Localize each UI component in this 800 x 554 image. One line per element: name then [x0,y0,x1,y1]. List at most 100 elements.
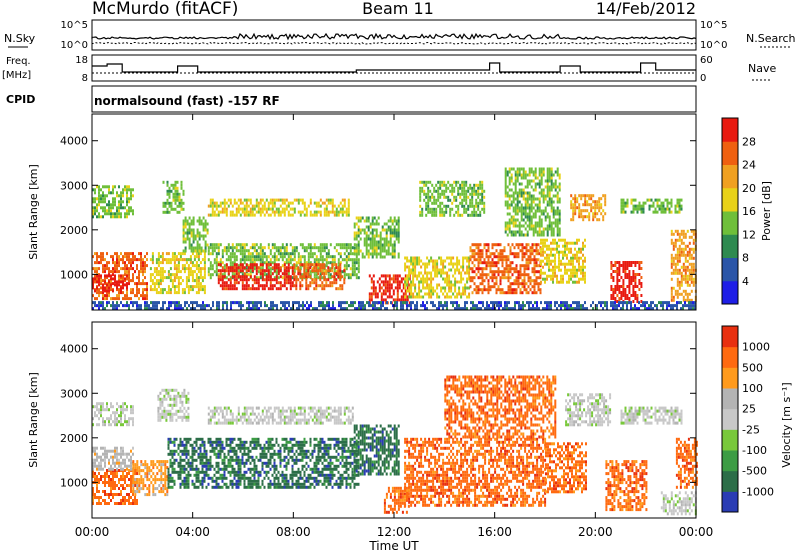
power-cell [358,304,360,308]
power-cell [430,292,433,296]
power-cell [317,269,320,273]
power-cell [484,307,486,311]
power-cell [279,198,282,202]
power-cell [209,243,212,247]
power-cell [172,186,175,190]
power-cell [252,307,254,311]
power-cell [243,255,246,259]
power-cell [506,191,509,195]
power-cell [421,210,424,214]
power-cell [106,264,108,268]
power-cell [442,265,445,269]
power-cell [229,198,232,202]
power-cell [100,291,102,295]
power-cell [297,252,300,256]
power-cell [345,258,348,262]
power-cell [98,267,100,271]
power-cell [487,279,490,283]
power-cell [383,249,386,253]
power-cell [380,274,383,278]
power-cell [372,286,375,290]
power-cell [418,280,421,284]
power-cell [116,264,118,268]
power-cell [544,271,546,275]
power-cell [265,273,268,277]
power-cell [514,212,517,216]
power-cell [584,194,587,198]
power-cell [257,252,260,256]
power-cell [442,304,444,308]
power-cell [265,263,268,267]
power-cell [285,249,288,253]
power-cell [178,307,180,311]
power-cell [283,263,286,267]
power-cell [526,233,529,237]
power-cell [140,267,142,271]
power-cell [223,249,226,253]
power-cell [387,225,390,229]
power-cell [376,292,379,296]
power-cell [614,291,617,294]
power-cell [538,218,541,222]
power-cell [98,203,100,207]
power-cell [182,222,185,226]
power-cell [678,204,681,208]
power-cell [359,228,362,232]
power-cell [419,180,422,184]
power-cell [419,189,422,193]
power-cell [98,289,100,293]
power-cell [552,206,555,210]
power-cell [518,209,521,213]
power-cell [128,200,130,204]
power-cell [469,204,472,208]
power-cell [337,204,340,208]
power-cell [157,264,160,268]
power-cell [536,233,539,237]
power-cell [686,253,689,257]
power-cell [353,237,356,241]
power-cell [410,271,413,275]
power-cell [532,179,535,183]
power-cell [335,263,338,267]
power-cell [514,197,517,201]
power-cell [450,280,453,284]
power-cell [574,203,577,207]
power-cell [422,295,425,299]
power-cell [690,271,693,275]
power-cell [287,204,290,208]
power-cell [261,278,264,282]
power-cell [475,192,478,196]
power-cell [341,275,344,279]
power-cell [106,283,108,287]
power-cell [273,261,276,265]
power-cell [355,258,358,262]
power-cell [353,261,356,265]
power-cell [365,231,368,235]
power-cell [554,218,557,222]
power-cell [172,207,175,211]
power-cell [223,246,226,250]
power-cell [574,197,577,201]
power-cell [122,200,124,204]
power-cell [382,298,385,302]
power-cell [173,273,176,277]
power-cell [383,237,386,241]
power-cell [423,192,426,196]
power-cell [638,273,641,276]
power-cell [452,304,454,308]
power-cell [676,232,679,236]
power-cell [546,304,548,308]
power-cell [546,274,548,278]
power-cell [188,231,191,235]
power-cell [309,252,312,256]
power-cell [440,289,443,293]
power-cell [479,249,482,253]
power-cell [574,280,576,284]
power-cell [233,266,236,270]
power-cell [634,198,637,202]
power-cell [486,304,488,308]
power-cell [122,274,124,278]
power-cell [96,270,98,274]
power-cell [144,304,146,308]
power-cell [386,286,389,290]
